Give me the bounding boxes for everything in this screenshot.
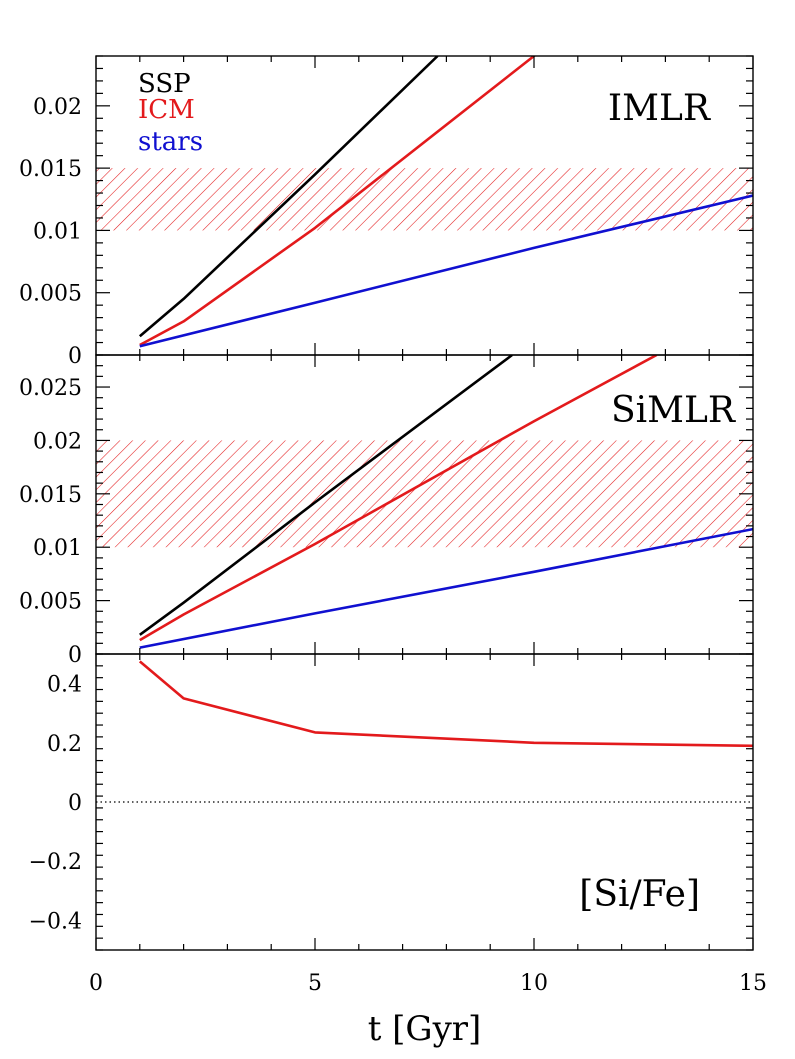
x-axis: 0 5 10 15 t [Gyr] bbox=[89, 971, 767, 1049]
legend-entry-icm: ICM bbox=[138, 95, 195, 125]
y-tick-label: 0 bbox=[68, 791, 82, 816]
series-line-icm bbox=[139, 355, 658, 642]
si-fe-panel: −0.4 −0.2 0 0.2 0.4 [Si/Fe] bbox=[29, 653, 754, 951]
series-line-icm bbox=[139, 56, 537, 347]
panel-label-imlr: IMLR bbox=[608, 88, 711, 129]
y-tick-label: 0.01 bbox=[33, 219, 82, 244]
y-tick-label: 0.4 bbox=[47, 673, 82, 698]
y-tick-label: 0.02 bbox=[33, 95, 82, 120]
x-tick-label: 10 bbox=[520, 971, 548, 996]
legend-entry-stars: stars bbox=[138, 127, 203, 157]
series-line-si-fe bbox=[138, 660, 753, 748]
x-tick-label: 5 bbox=[308, 971, 322, 996]
observed-range-band bbox=[96, 440, 753, 548]
observed-range-band bbox=[96, 168, 753, 231]
y-tick-label: 0.005 bbox=[19, 590, 82, 615]
series-line-ssp bbox=[138, 56, 439, 338]
y-tick-label: 0 bbox=[68, 344, 82, 369]
x-axis-title: t [Gyr] bbox=[368, 1009, 482, 1049]
series-line-stars bbox=[139, 194, 753, 348]
y-tick-label: 0.015 bbox=[19, 157, 82, 182]
x-tick-label: 15 bbox=[739, 971, 767, 996]
y-tick-label: 0.2 bbox=[47, 732, 82, 757]
panel-frame bbox=[95, 653, 754, 951]
y-tick-label: −0.4 bbox=[29, 909, 82, 934]
y-tick-label: −0.2 bbox=[29, 850, 82, 875]
y-tick-label: 0.02 bbox=[33, 429, 82, 454]
y-tick-label: 0.01 bbox=[33, 536, 82, 561]
panel-label-simlr: SiMLR bbox=[611, 390, 736, 431]
x-tick-label: 0 bbox=[89, 971, 103, 996]
y-tick-label: 0.015 bbox=[19, 483, 82, 508]
series-line-ssp bbox=[139, 355, 513, 636]
panel-label-si-fe: [Si/Fe] bbox=[579, 874, 700, 915]
y-tick-label: 0.025 bbox=[19, 376, 82, 401]
simlr-panel: 0 0.005 0.01 0.015 0.02 0.025 SiMLR bbox=[19, 354, 754, 668]
y-tick-label: 0 bbox=[68, 643, 82, 668]
series-line-stars bbox=[139, 527, 753, 649]
legend-entry-ssp: SSP bbox=[138, 69, 191, 99]
y-tick-label: 0.005 bbox=[19, 282, 82, 307]
